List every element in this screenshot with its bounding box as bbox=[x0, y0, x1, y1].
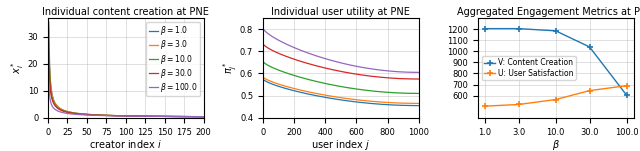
X-axis label: $\beta$: $\beta$ bbox=[552, 138, 560, 151]
$\beta = 30.0$ bbox=[200, 116, 207, 118]
$\beta = 30.0$ bbox=[74, 113, 81, 115]
$\beta = 10.0$ bbox=[187, 116, 195, 117]
$\beta = 100.0$ bbox=[187, 116, 195, 117]
Title: Aggregated Engagement Metrics at PNE: Aggregated Engagement Metrics at PNE bbox=[458, 7, 640, 17]
$\beta = 3.0$ bbox=[192, 116, 200, 117]
$\beta = 3.0$ bbox=[74, 112, 81, 114]
Y-axis label: $\pi_j^*$: $\pi_j^*$ bbox=[221, 61, 239, 74]
$\beta = 100.0$ bbox=[74, 114, 81, 115]
Y-axis label: $x_i^*$: $x_i^*$ bbox=[10, 61, 26, 74]
$\beta = 30.0$ bbox=[45, 50, 52, 51]
U: User Satisfaction: (1.48, 645): User Satisfaction: (1.48, 645) bbox=[586, 90, 593, 92]
$\beta = 30.0$ bbox=[187, 116, 195, 117]
$\beta = 3.0$ bbox=[86, 114, 94, 115]
Line: $\beta = 1.0$: $\beta = 1.0$ bbox=[49, 22, 204, 117]
$\beta = 1.0$ bbox=[51, 102, 59, 104]
Line: U: User Satisfaction: U: User Satisfaction bbox=[481, 82, 630, 110]
Line: $\beta = 30.0$: $\beta = 30.0$ bbox=[49, 50, 204, 117]
$\beta = 10.0$ bbox=[200, 116, 207, 118]
V: Content Creation: (1, 1.18e+03): Content Creation: (1, 1.18e+03) bbox=[552, 30, 559, 32]
$\beta = 3.0$ bbox=[187, 116, 195, 117]
$\beta = 1.0$ bbox=[192, 116, 200, 118]
$\beta = 30.0$ bbox=[192, 116, 200, 118]
V: Content Creation: (0.477, 1.2e+03): Content Creation: (0.477, 1.2e+03) bbox=[515, 28, 522, 30]
U: User Satisfaction: (0.477, 520): User Satisfaction: (0.477, 520) bbox=[515, 104, 522, 105]
$\beta = 1.0$ bbox=[86, 114, 94, 116]
$\beta = 1.0$ bbox=[54, 106, 62, 108]
U: User Satisfaction: (0, 505): User Satisfaction: (0, 505) bbox=[481, 105, 489, 107]
$\beta = 100.0$ bbox=[86, 114, 94, 116]
$\beta = 100.0$ bbox=[51, 108, 59, 110]
$\beta = 100.0$ bbox=[54, 110, 62, 112]
$\beta = 10.0$ bbox=[54, 107, 62, 109]
$\beta = 3.0$ bbox=[200, 116, 207, 118]
$\beta = 10.0$ bbox=[86, 114, 94, 116]
$\beta = 3.0$ bbox=[51, 102, 59, 104]
Legend: $\beta = 1.0$, $\beta = 3.0$, $\beta = 10.0$, $\beta = 30.0$, $\beta = 100.0$: $\beta = 1.0$, $\beta = 3.0$, $\beta = 1… bbox=[147, 22, 200, 96]
$\beta = 1.0$ bbox=[45, 21, 52, 23]
V: Content Creation: (0, 1.2e+03): Content Creation: (0, 1.2e+03) bbox=[481, 28, 489, 30]
Title: Individual user utility at PNE: Individual user utility at PNE bbox=[271, 7, 410, 17]
X-axis label: user index $j$: user index $j$ bbox=[311, 138, 371, 151]
V: Content Creation: (2, 605): Content Creation: (2, 605) bbox=[623, 94, 630, 96]
$\beta = 10.0$ bbox=[45, 42, 52, 43]
$\beta = 30.0$ bbox=[51, 105, 59, 107]
Line: $\beta = 10.0$: $\beta = 10.0$ bbox=[49, 42, 204, 117]
$\beta = 3.0$ bbox=[45, 27, 52, 28]
Line: $\beta = 100.0$: $\beta = 100.0$ bbox=[49, 83, 204, 117]
U: User Satisfaction: (2, 690): User Satisfaction: (2, 690) bbox=[623, 85, 630, 87]
$\beta = 100.0$ bbox=[200, 116, 207, 118]
$\beta = 30.0$ bbox=[54, 108, 62, 110]
$\beta = 1.0$ bbox=[200, 116, 207, 118]
Title: Individual content creation at PNE: Individual content creation at PNE bbox=[42, 7, 209, 17]
$\beta = 1.0$ bbox=[187, 116, 195, 117]
U: User Satisfaction: (1, 565): User Satisfaction: (1, 565) bbox=[552, 99, 559, 100]
Line: V: Content Creation: V: Content Creation bbox=[481, 25, 630, 99]
$\beta = 3.0$ bbox=[54, 106, 62, 108]
V: Content Creation: (1.48, 1.04e+03): Content Creation: (1.48, 1.04e+03) bbox=[586, 46, 593, 48]
$\beta = 100.0$ bbox=[45, 82, 52, 84]
Legend: V: Content Creation, U: User Satisfaction: V: Content Creation, U: User Satisfactio… bbox=[482, 56, 575, 80]
$\beta = 100.0$ bbox=[192, 116, 200, 117]
$\beta = 1.0$ bbox=[74, 112, 81, 114]
$\beta = 10.0$ bbox=[51, 104, 59, 106]
$\beta = 10.0$ bbox=[74, 113, 81, 115]
X-axis label: creator index $i$: creator index $i$ bbox=[90, 138, 163, 150]
$\beta = 30.0$ bbox=[86, 114, 94, 116]
Line: $\beta = 3.0$: $\beta = 3.0$ bbox=[49, 27, 204, 117]
$\beta = 10.0$ bbox=[192, 116, 200, 117]
